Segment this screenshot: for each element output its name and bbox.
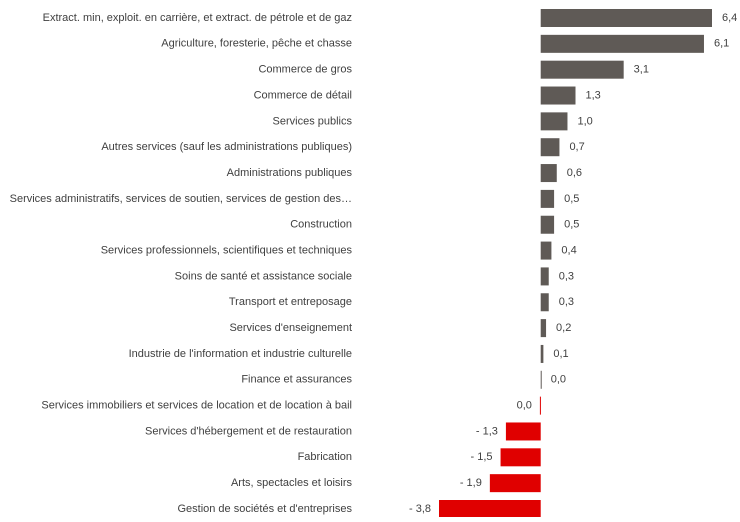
category-label: Services d'hébergement et de restauratio…	[145, 425, 352, 437]
value-label: 0,1	[553, 348, 568, 360]
category-label: Transport et entreposage	[229, 296, 352, 308]
category-label: Commerce de gros	[258, 64, 352, 76]
value-label: 1,0	[577, 115, 592, 127]
category-label: Services professionnels, scientifiques e…	[101, 244, 353, 256]
category-label: Soins de santé et assistance sociale	[175, 270, 352, 282]
value-label: - 1,9	[460, 477, 482, 489]
value-label: 0,7	[569, 141, 584, 153]
value-label: 0,5	[564, 193, 579, 205]
bar	[540, 241, 552, 260]
value-label: 0,3	[559, 296, 574, 308]
category-label: Fabrication	[298, 451, 352, 463]
bar	[540, 86, 576, 105]
bar	[540, 215, 555, 234]
category-label: Extract. min, exploit. en carrière, et e…	[43, 12, 352, 24]
bar	[540, 112, 568, 131]
value-label: - 1,3	[476, 425, 498, 437]
bar	[540, 34, 704, 53]
category-label: Finance et assurances	[241, 374, 352, 386]
category-label: Services administratifs, services de sou…	[10, 193, 352, 205]
bar	[540, 267, 549, 286]
bar	[540, 293, 549, 312]
bar	[540, 189, 555, 208]
bar	[540, 9, 712, 27]
value-label: 0,2	[556, 322, 571, 334]
value-label: 0,5	[564, 219, 579, 231]
value-label: 6,4	[722, 12, 737, 24]
category-label: Agriculture, foresterie, pêche et chasse	[161, 38, 352, 50]
bar	[489, 474, 541, 493]
value-label: 0,3	[559, 270, 574, 282]
bar	[500, 448, 541, 467]
category-label: Services immobiliers et services de loca…	[41, 400, 352, 412]
category-label: Industrie de l'information et industrie …	[129, 348, 352, 360]
bar	[540, 370, 542, 389]
bar	[540, 60, 624, 79]
value-label: 6,1	[714, 38, 729, 50]
value-label: - 1,5	[471, 451, 493, 463]
category-label: Commerce de détail	[254, 89, 352, 101]
bar	[539, 396, 541, 415]
category-label: Services publics	[273, 115, 353, 127]
bar	[540, 164, 557, 183]
bar	[540, 319, 547, 338]
value-label: 0,4	[561, 244, 576, 256]
category-label: Gestion de sociétés et d'entreprises	[177, 503, 352, 515]
value-label: 0,0	[551, 374, 566, 386]
bar	[540, 344, 544, 363]
category-label: Construction	[290, 219, 352, 231]
category-label: Autres services (sauf les administration…	[101, 141, 352, 153]
category-label: Services d'enseignement	[229, 322, 352, 334]
value-label: 0,0	[517, 400, 532, 412]
category-label: Arts, spectacles et loisirs	[231, 477, 353, 489]
bar	[540, 138, 560, 157]
bar	[505, 422, 541, 441]
category-label: Administrations publiques	[227, 167, 353, 179]
value-label: 1,3	[586, 89, 601, 101]
value-label: - 3,8	[409, 503, 431, 515]
value-label: 3,1	[634, 64, 649, 76]
bar	[439, 500, 541, 518]
value-label: 0,6	[567, 167, 582, 179]
